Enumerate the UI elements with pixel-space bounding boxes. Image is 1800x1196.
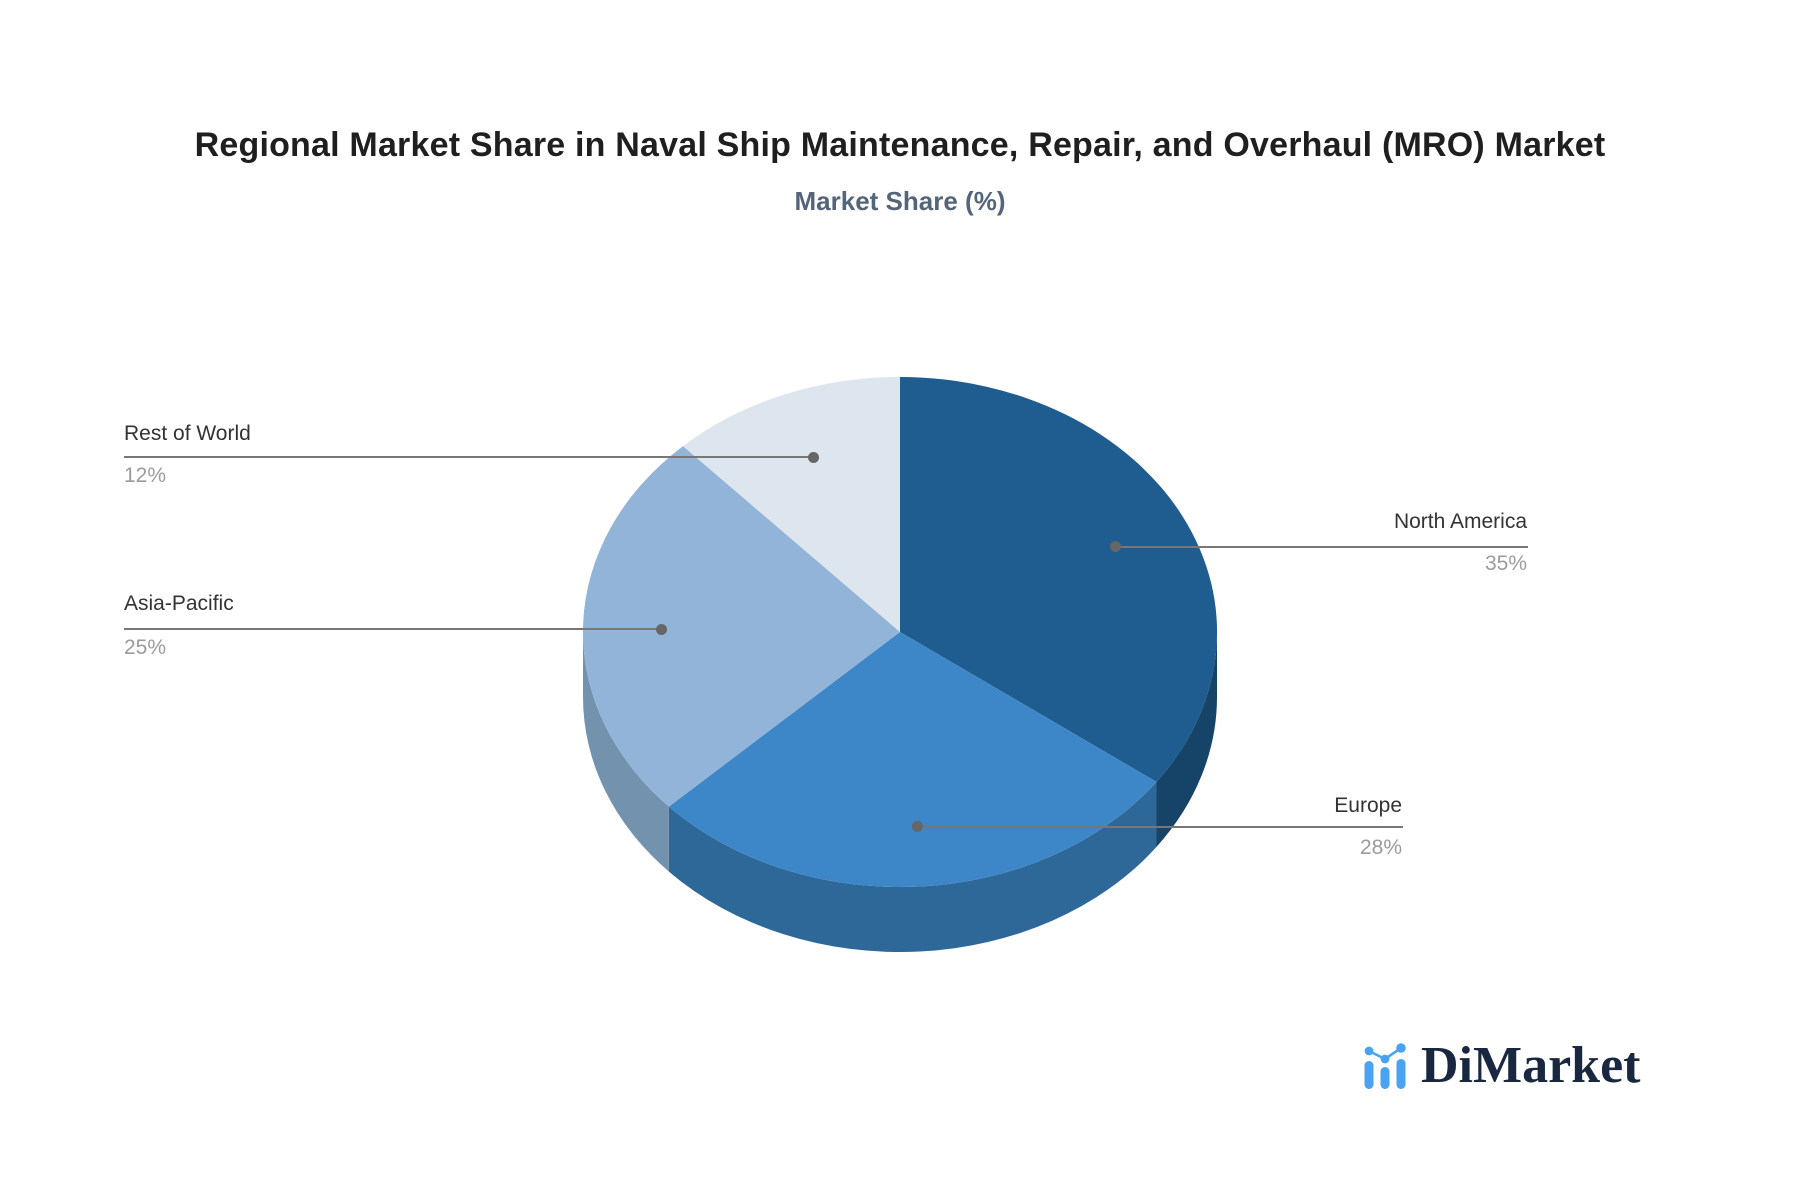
pie-slice-side-north-america [1156, 632, 1217, 847]
callout-value-asia-pacific: 25% [124, 636, 167, 659]
callout-label-asia-pacific: Asia-Pacific [124, 592, 234, 615]
callout-value-north-america: 35% [1484, 552, 1527, 575]
callout-line-rest-of-world [124, 456, 813, 458]
pie-slice-north-america [900, 377, 1218, 782]
chart-subtitle: Market Share (%) [794, 186, 1006, 216]
callout-dot-rest-of-world [808, 452, 819, 463]
pie-slice-side-europe [668, 781, 1157, 953]
callout-label-north-america: North America [1393, 510, 1527, 533]
brand-logo-icon [1364, 1043, 1406, 1089]
callout-value-rest-of-world: 12% [124, 464, 167, 487]
brand-logo-text: DiMarket [1421, 1037, 1641, 1094]
callout-line-asia-pacific [124, 628, 661, 630]
callout-dot-asia-pacific [656, 624, 667, 635]
brand-logo: DiMarket [1362, 1040, 1640, 1092]
pie-slice-rest-of-world [683, 376, 900, 632]
callout-value-europe: 28% [1359, 836, 1402, 859]
pie-slice-side-asia-pacific [583, 632, 669, 872]
callout-line-north-america [1115, 546, 1528, 548]
callout-label-rest-of-world: Rest of World [124, 422, 251, 445]
pie-slice-europe [668, 632, 1157, 888]
callout-label-europe: Europe [1334, 794, 1402, 817]
callout-dot-north-america [1110, 541, 1121, 552]
callout-dot-europe [912, 821, 923, 832]
chart-title: Regional Market Share in Naval Ship Main… [194, 126, 1606, 164]
callout-line-europe [917, 826, 1403, 828]
pie-slice-asia-pacific [582, 446, 900, 807]
